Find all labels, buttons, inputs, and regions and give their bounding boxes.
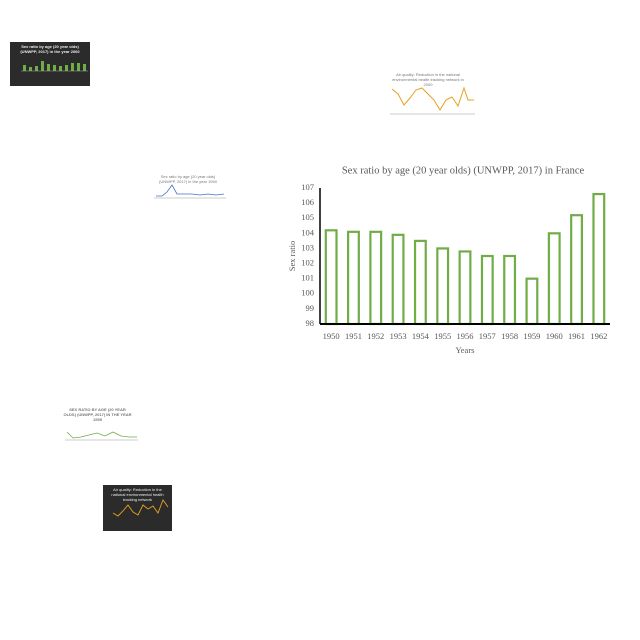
bar — [391, 233, 405, 326]
y-tick-label: 101 — [301, 273, 314, 283]
thumbnail-plot — [390, 86, 475, 115]
bar — [324, 229, 338, 326]
y-tick-label: 98 — [306, 318, 315, 328]
bar — [480, 254, 494, 326]
x-tick-label: 1959 — [523, 331, 540, 341]
y-tick-label: 103 — [301, 242, 314, 252]
thumbnail-plot — [154, 184, 226, 199]
thumbnail[interactable]: Sex ratio by age (20 year olds) (UNWPP, … — [148, 172, 228, 226]
bar — [347, 230, 360, 326]
x-axis-label: Years — [456, 345, 475, 355]
thumbnail[interactable]: Air quality: Reduction in the national e… — [378, 70, 478, 142]
x-tick-label: 1961 — [568, 331, 585, 341]
bar — [458, 250, 472, 326]
x-tick-label: 1958 — [501, 331, 518, 341]
bar — [436, 247, 450, 326]
thumbnail-title: Air quality: Reduction in the national e… — [111, 487, 164, 502]
x-tick-label: 1957 — [479, 331, 496, 341]
thumbnail-title: Sex ratio by age (20 year olds) (UNWPP, … — [20, 44, 80, 54]
y-tick-label: 100 — [301, 288, 314, 298]
x-tick-label: 1953 — [390, 331, 407, 341]
y-tick-label: 105 — [301, 212, 314, 222]
thumbnail-title: SEX RATIO BY AGE (20 YEAR OLDS) (UNWPP, … — [63, 407, 132, 422]
thumbnail[interactable]: Air quality: Reduction in the national e… — [103, 485, 172, 531]
x-tick-label: 1952 — [367, 331, 384, 341]
x-tick-label: 1956 — [457, 331, 474, 341]
y-axis-label: Sex ratio — [287, 241, 297, 271]
x-tick-label: 1950 — [323, 331, 340, 341]
thumbnail-title: Sex ratio by age (20 year olds) (UNWPP, … — [159, 174, 217, 184]
y-tick-label: 99 — [306, 303, 315, 313]
y-tick-label: 106 — [301, 197, 314, 207]
x-tick-label: 1960 — [546, 331, 563, 341]
y-tick-label: 107 — [301, 182, 314, 192]
bar — [413, 239, 427, 326]
bar — [525, 277, 539, 326]
y-tick-label: 104 — [301, 227, 315, 237]
thumbnail-plot — [112, 499, 169, 517]
thumbnail-plot — [21, 61, 88, 72]
bar — [369, 230, 383, 326]
chart-title: Sex ratio by age (20 year olds) (UNWPP, … — [342, 165, 585, 176]
x-tick-label: 1954 — [412, 331, 430, 341]
bar — [592, 192, 606, 326]
bar — [503, 254, 517, 326]
bar — [570, 214, 583, 326]
thumbnail-title: Air quality: Reduction in the national e… — [392, 72, 464, 87]
thumbnail-plot — [65, 431, 138, 441]
y-tick-label: 102 — [301, 258, 314, 268]
bar — [547, 232, 561, 326]
thumbnail[interactable]: SEX RATIO BY AGE (20 YEAR OLDS) (UNWPP, … — [55, 405, 140, 460]
x-tick-label: 1955 — [434, 331, 451, 341]
x-tick-label: 1951 — [345, 331, 362, 341]
thumbnail[interactable]: Sex ratio by age (20 year olds) (UNWPP, … — [10, 42, 90, 86]
x-tick-label: 1962 — [590, 331, 607, 341]
